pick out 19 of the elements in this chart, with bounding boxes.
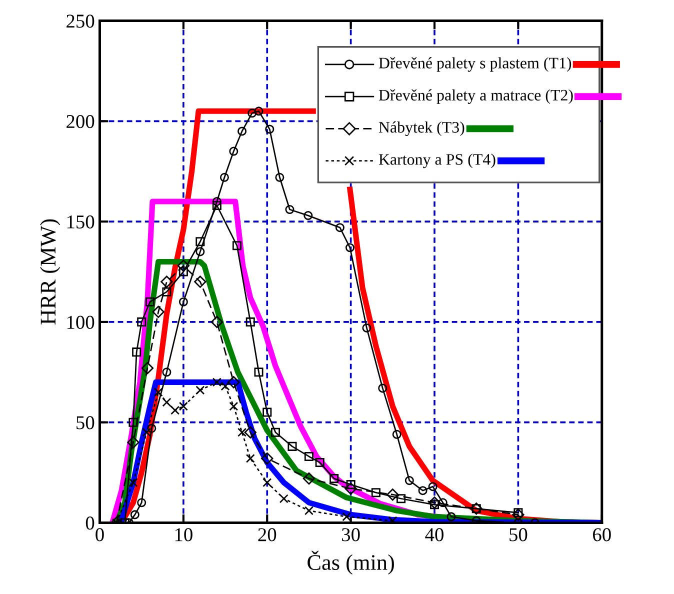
x-tick-label: 60 xyxy=(592,528,611,542)
y-tick-label: 200 xyxy=(66,114,94,128)
x-tick-label: 10 xyxy=(175,528,192,542)
legend-label: Kartony a PS (T4) xyxy=(378,154,496,168)
legend-label: Nábytek (T3) xyxy=(378,121,464,136)
y-axis-title: HRR (MW) xyxy=(40,219,60,325)
y-tick-label: 50 xyxy=(76,416,94,430)
x-tick-label: 20 xyxy=(258,528,276,542)
legend-label: Dřevěné palety a matrace (T2) xyxy=(378,89,573,104)
y-tick-label: 150 xyxy=(67,215,94,228)
x-tick-label: 0 xyxy=(96,528,104,542)
x-tick-label: 50 xyxy=(510,528,528,542)
x-tick-label: 40 xyxy=(425,528,444,542)
y-tick-label: 250 xyxy=(66,14,94,28)
y-tick-label: 0 xyxy=(86,516,94,530)
x-tick-label: 30 xyxy=(342,528,360,542)
legend-label: Dřevěné palety s plastem (T1) xyxy=(378,57,572,72)
x-axis-title: Čas (min) xyxy=(308,550,394,575)
y-tick-label: 100 xyxy=(67,316,94,329)
